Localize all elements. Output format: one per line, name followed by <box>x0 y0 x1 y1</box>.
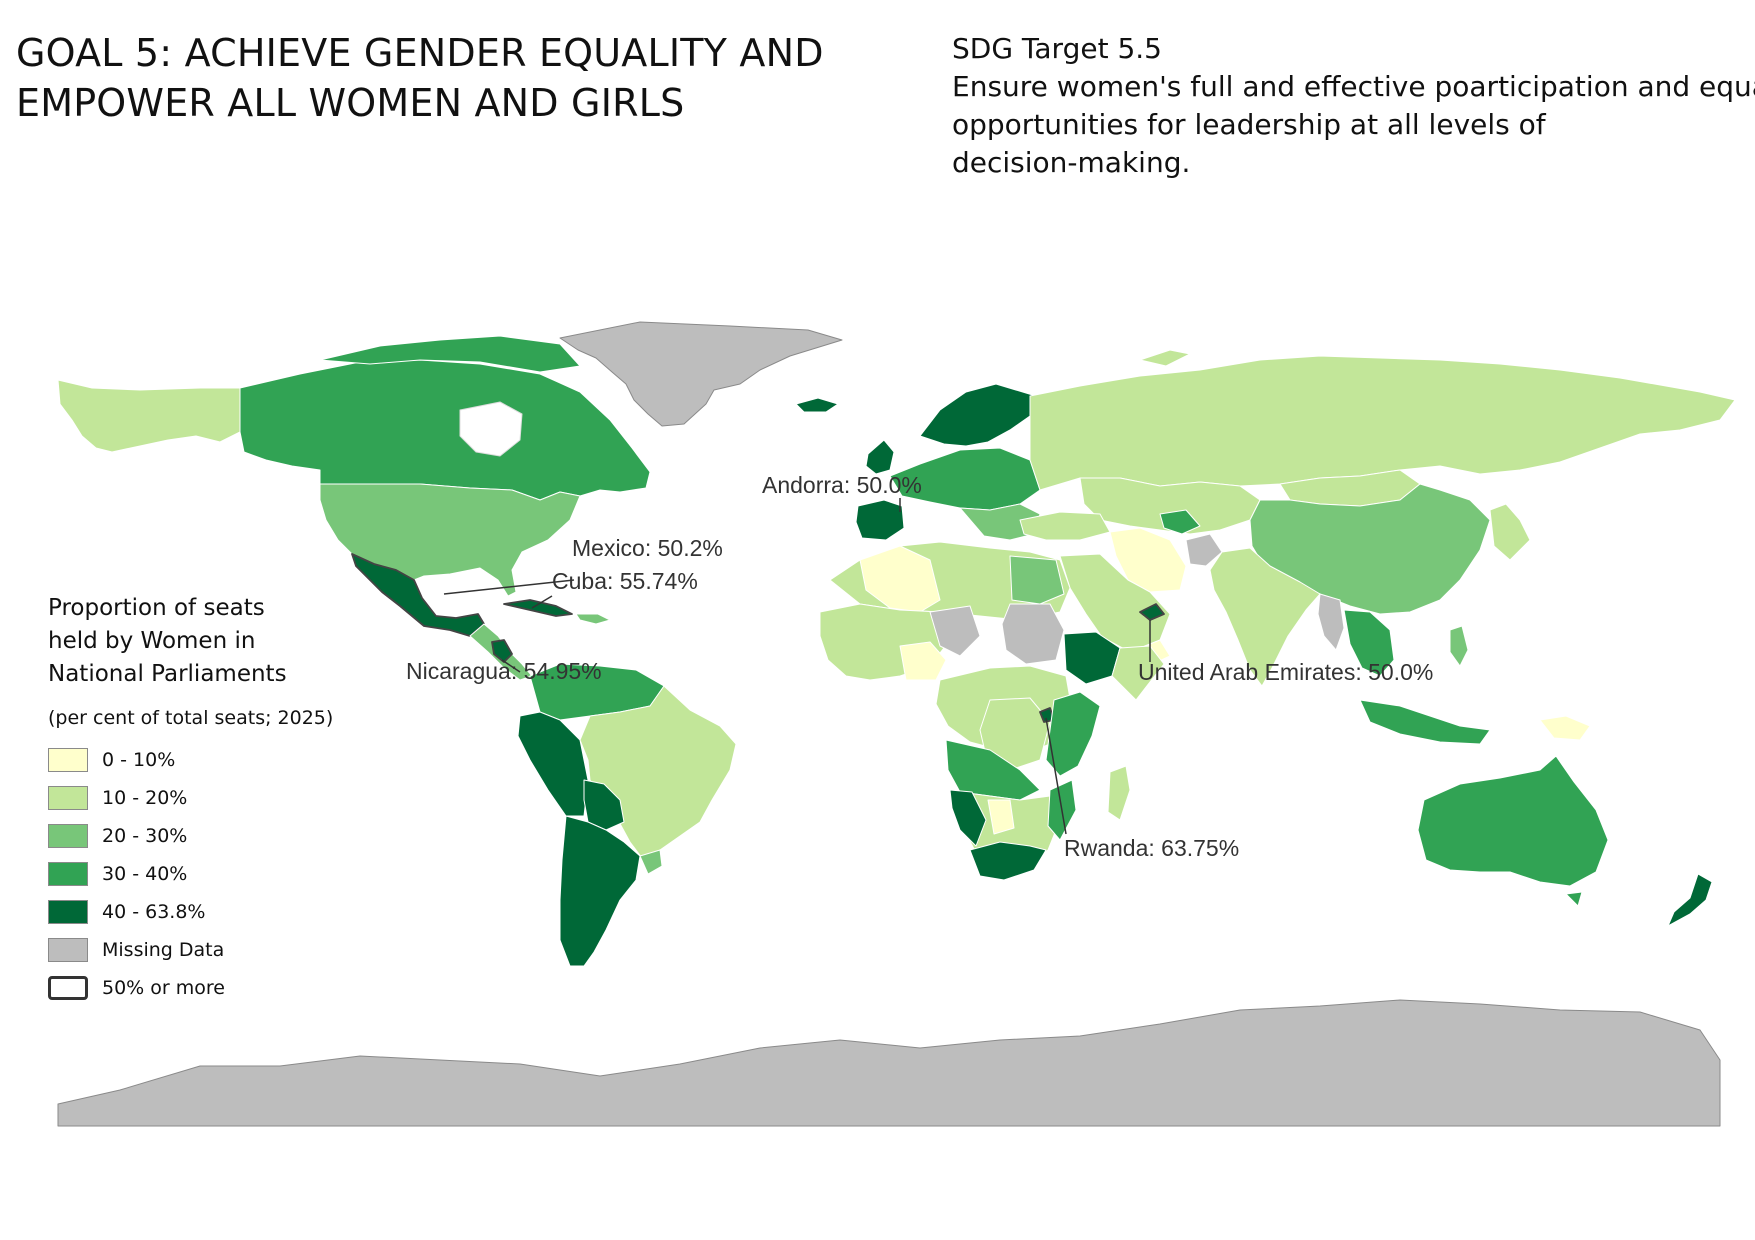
region-korea-japan <box>1489 503 1531 561</box>
legend-swatch <box>48 748 88 772</box>
region-canada <box>239 359 651 501</box>
region-nicaragua <box>491 639 513 663</box>
cuba-callout: Cuba: 55.74% <box>552 568 698 594</box>
legend-title-line-3: National Parliaments <box>48 661 287 687</box>
legend-title-line-2: held by Women in <box>48 628 256 654</box>
legend-swatch <box>48 900 88 924</box>
legend-subtitle: (per cent of total seats; 2025) <box>48 707 334 729</box>
legend-item: 50% or more <box>48 969 333 1007</box>
region-south-africa <box>969 841 1047 881</box>
andorra-callout: Andorra: 50.0% <box>762 472 922 498</box>
legend-label: 30 - 40% <box>102 863 188 885</box>
region-chad-niger <box>929 605 981 657</box>
region-indonesia <box>1359 699 1491 745</box>
region-sudan <box>1001 603 1065 665</box>
region-algeria <box>859 545 941 613</box>
region-drc <box>979 697 1051 771</box>
region-iran <box>1109 527 1187 593</box>
region-antarctica <box>57 999 1721 1127</box>
region-namibia <box>949 789 987 847</box>
region-egypt <box>1009 555 1065 605</box>
goal-title-line-1: GOAL 5: ACHIEVE GENDER EQUALITY AND <box>16 31 824 75</box>
region-tasmania <box>1565 891 1583 907</box>
map-legend: Proportion of seats held by Women in Nat… <box>48 592 333 1007</box>
legend-item: 0 - 10% <box>48 741 333 779</box>
legend-label: 10 - 20% <box>102 787 188 809</box>
region-peru-ecuador <box>517 711 589 817</box>
region-philippines <box>1449 625 1469 667</box>
region-iceland <box>795 397 839 413</box>
region-uzbekistan <box>1159 509 1201 535</box>
legend-item: 20 - 30% <box>48 817 333 855</box>
goal-title: GOAL 5: ACHIEVE GENDER EQUALITY AND EMPO… <box>16 28 824 128</box>
legend-item: Missing Data <box>48 931 333 969</box>
legend-swatch <box>48 976 88 1000</box>
rwanda-leader <box>1045 717 1067 835</box>
region-spain-portugal <box>855 499 905 541</box>
region-greenland <box>559 321 843 427</box>
legend-label: 40 - 63.8% <box>102 901 206 923</box>
region-caribbean <box>575 613 611 625</box>
region-turkey <box>1019 511 1111 541</box>
region-madagascar <box>1107 765 1131 821</box>
region-bolivia <box>583 779 625 831</box>
region-horn <box>1111 645 1165 701</box>
region-novaya-zemlya <box>1139 349 1191 367</box>
region-new-zealand <box>1667 873 1713 927</box>
legend-swatch <box>48 862 88 886</box>
goal-title-line-2: EMPOWER ALL WOMEN AND GIRLS <box>16 81 685 125</box>
region-se-asia <box>1343 609 1395 677</box>
region-myanmar <box>1317 593 1345 651</box>
region-uruguay <box>639 849 663 875</box>
region-australia <box>1417 755 1609 887</box>
region-botswana <box>987 799 1015 835</box>
nicaragua-callout: Nicaragua: 54.95% <box>406 658 602 684</box>
target-heading: SDG Target 5.5 <box>952 32 1162 65</box>
region-western-europe <box>889 447 1041 511</box>
target-line-1: Ensure women's full and effective poarti… <box>952 70 1755 103</box>
target-line-3: decision-making. <box>952 146 1191 179</box>
mexico-callout: Mexico: 50.2% <box>572 535 723 561</box>
legend-rows: 0 - 10% 10 - 20% 20 - 30% 30 - 40% 40 - 63.8… <box>48 741 333 1007</box>
region-india <box>1209 547 1321 687</box>
region-uk-ireland <box>865 439 895 475</box>
region-usa <box>319 483 581 597</box>
legend-item: 10 - 20% <box>48 779 333 817</box>
hudson-bay <box>459 401 523 457</box>
legend-item: 40 - 63.8% <box>48 893 333 931</box>
region-png <box>1539 715 1591 741</box>
mexico-leader <box>443 579 575 595</box>
cuba-leader <box>531 595 553 609</box>
region-argentina-chile <box>559 815 641 967</box>
legend-item: 30 - 40% <box>48 855 333 893</box>
legend-label: 0 - 10% <box>102 749 176 771</box>
region-alaska <box>57 379 241 453</box>
legend-label: Missing Data <box>102 939 225 961</box>
legend-title-line-1: Proportion of seats <box>48 595 265 621</box>
legend-swatch <box>48 938 88 962</box>
region-east-africa <box>1045 691 1101 777</box>
legend-label: 20 - 30% <box>102 825 188 847</box>
region-afghanistan <box>1185 533 1223 567</box>
target-description: SDG Target 5.5 Ensure women's full and e… <box>952 30 1755 182</box>
legend-label: 50% or more <box>102 977 225 999</box>
region-cuba <box>503 599 573 617</box>
region-central-asia <box>1079 477 1261 535</box>
region-nigeria <box>899 641 947 681</box>
region-scandinavia <box>919 383 1037 447</box>
legend-swatch <box>48 824 88 848</box>
nicaragua-leader <box>501 659 521 673</box>
legend-swatch <box>48 786 88 810</box>
target-line-2: opportunities for leadership at all leve… <box>952 108 1546 141</box>
region-arctic-islands <box>319 335 581 373</box>
rwanda-callout: Rwanda: 63.75% <box>1064 835 1239 861</box>
region-uae <box>1139 603 1165 621</box>
uae-callout: United Arab Emirates: 50.0% <box>1138 659 1433 685</box>
region-russia <box>1029 355 1736 491</box>
